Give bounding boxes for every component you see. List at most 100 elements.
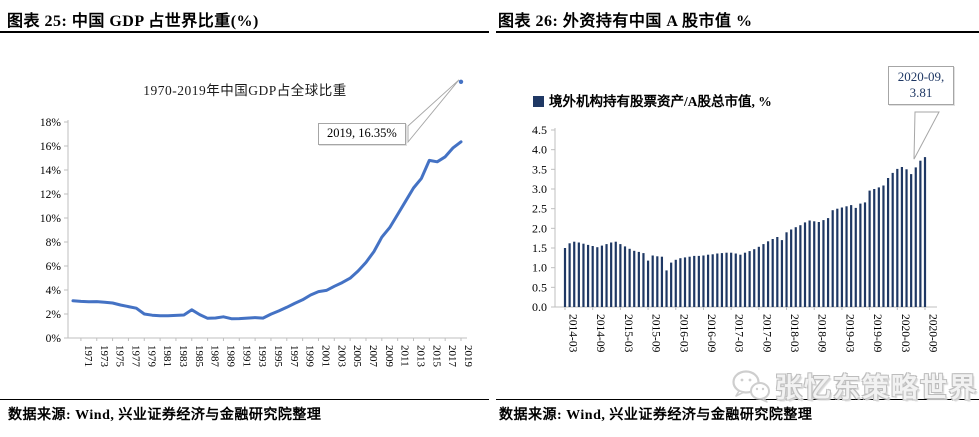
svg-text:2003: 2003 bbox=[335, 345, 347, 368]
bar bbox=[577, 242, 580, 307]
svg-text:2009: 2009 bbox=[383, 345, 395, 368]
y-axis-labels: 0.0 0.5 1.0 1.5 2.0 2.5 3.0 3.5 4.0 4.5 bbox=[532, 123, 547, 314]
bar bbox=[808, 220, 811, 307]
svg-text:12%: 12% bbox=[40, 189, 62, 201]
svg-text:2005: 2005 bbox=[351, 345, 363, 368]
bar bbox=[753, 249, 756, 307]
watermark-text: 张忆东策略世界 bbox=[775, 373, 978, 403]
svg-text:2019-09: 2019-09 bbox=[871, 314, 883, 353]
bar bbox=[563, 248, 567, 307]
gdp-2019-callout: 2019, 16.35% bbox=[318, 123, 406, 145]
callout-connector bbox=[407, 79, 460, 144]
callout-line1: 2020-09, bbox=[897, 69, 945, 84]
x-axis-labels: 1971 1973 1975 1977 1979 1981 1983 1985 1987 1989… bbox=[82, 345, 474, 368]
bar bbox=[702, 255, 705, 307]
svg-text:2019-03: 2019-03 bbox=[843, 314, 855, 353]
svg-text:2.0: 2.0 bbox=[532, 221, 547, 235]
svg-text:2018-03: 2018-03 bbox=[788, 314, 800, 353]
bar bbox=[706, 254, 710, 307]
bars bbox=[563, 157, 927, 307]
svg-text:1989: 1989 bbox=[224, 345, 236, 368]
bar bbox=[642, 253, 645, 307]
svg-text:1.0: 1.0 bbox=[532, 261, 547, 275]
bar bbox=[725, 252, 728, 307]
bar bbox=[582, 243, 585, 307]
bar bbox=[900, 167, 904, 307]
bar bbox=[790, 229, 793, 307]
figure-25-title: 图表 25: 中国 GDP 占世界比重(%) bbox=[7, 13, 259, 30]
bar bbox=[757, 246, 760, 307]
bar bbox=[674, 259, 677, 307]
bar bbox=[785, 232, 788, 307]
svg-text:2017-09: 2017-09 bbox=[760, 314, 772, 353]
bar bbox=[586, 244, 590, 307]
bar bbox=[596, 247, 599, 307]
svg-text:2017: 2017 bbox=[446, 345, 458, 368]
svg-text:2015-03: 2015-03 bbox=[622, 314, 634, 353]
bar bbox=[619, 244, 622, 307]
svg-text:2020-09: 2020-09 bbox=[927, 314, 939, 353]
bar bbox=[840, 207, 844, 307]
bar bbox=[748, 251, 751, 307]
figure-26-title: 图表 26: 外资持有中国 A 股市值 % bbox=[498, 13, 753, 30]
gdp-line-chart: 0%2%4%6%8%10%12%14%16%18%1971 1973 1975 197… bbox=[40, 79, 474, 368]
callout-line2: 3.81 bbox=[909, 85, 933, 101]
bar bbox=[905, 169, 908, 307]
bar bbox=[886, 178, 890, 307]
svg-text:2%: 2% bbox=[46, 309, 62, 321]
bar bbox=[628, 248, 631, 307]
bar bbox=[688, 256, 691, 307]
bar bbox=[670, 262, 673, 307]
svg-text:4.5: 4.5 bbox=[532, 123, 547, 137]
bar bbox=[730, 252, 733, 307]
svg-text:1973: 1973 bbox=[98, 345, 110, 368]
bar bbox=[711, 254, 714, 307]
svg-text:3.5: 3.5 bbox=[532, 162, 547, 176]
svg-text:2015: 2015 bbox=[430, 345, 442, 368]
bar bbox=[614, 241, 617, 307]
callout-pointer bbox=[913, 111, 940, 160]
bar bbox=[919, 160, 922, 307]
svg-text:0%: 0% bbox=[46, 333, 62, 345]
svg-text:1985: 1985 bbox=[193, 345, 205, 368]
svg-text:1971: 1971 bbox=[82, 345, 94, 367]
x-axis-labels: 2014-03 2014-09 2015-03 2015-09 2016-03 2016-… bbox=[567, 314, 939, 353]
wechat-icon bbox=[732, 369, 770, 403]
bar bbox=[831, 210, 834, 307]
bar bbox=[822, 220, 825, 307]
svg-text:0.5: 0.5 bbox=[532, 280, 547, 294]
bar bbox=[845, 206, 848, 307]
svg-text:2019: 2019 bbox=[462, 345, 474, 368]
source-rule-left bbox=[0, 399, 489, 400]
last-point-marker bbox=[458, 79, 464, 84]
svg-text:2014-09: 2014-09 bbox=[594, 314, 606, 353]
gdp-chart-title: 1970-2019年中国GDP占全球比重 bbox=[143, 83, 347, 98]
bar bbox=[573, 241, 576, 307]
svg-text:2017-03: 2017-03 bbox=[733, 314, 745, 353]
bar bbox=[743, 252, 747, 307]
source-text-left: 数据来源: Wind, 兴业证券经济与金融研究院整理 bbox=[8, 408, 322, 423]
svg-text:2001: 2001 bbox=[319, 345, 331, 367]
bar bbox=[859, 203, 862, 307]
bar bbox=[605, 244, 608, 307]
bar bbox=[766, 241, 770, 307]
svg-text:6%: 6% bbox=[46, 261, 62, 273]
bar bbox=[568, 243, 571, 307]
bar bbox=[850, 205, 853, 307]
bar bbox=[693, 255, 696, 307]
bar bbox=[776, 237, 779, 307]
bar bbox=[854, 207, 857, 307]
svg-text:1977: 1977 bbox=[129, 345, 141, 368]
bar bbox=[660, 256, 664, 307]
svg-text:2011: 2011 bbox=[399, 345, 411, 367]
bar bbox=[651, 255, 654, 307]
bar bbox=[679, 258, 682, 307]
svg-text:1987: 1987 bbox=[209, 345, 221, 368]
svg-text:2015-09: 2015-09 bbox=[650, 314, 662, 353]
figure-26-panel: 图表 26: 外资持有中国 A 股市值 % 境外机构持有股票资产/A股总市值, … bbox=[489, 0, 979, 437]
bar bbox=[665, 270, 668, 307]
bar bbox=[799, 225, 802, 307]
bar bbox=[914, 167, 917, 307]
